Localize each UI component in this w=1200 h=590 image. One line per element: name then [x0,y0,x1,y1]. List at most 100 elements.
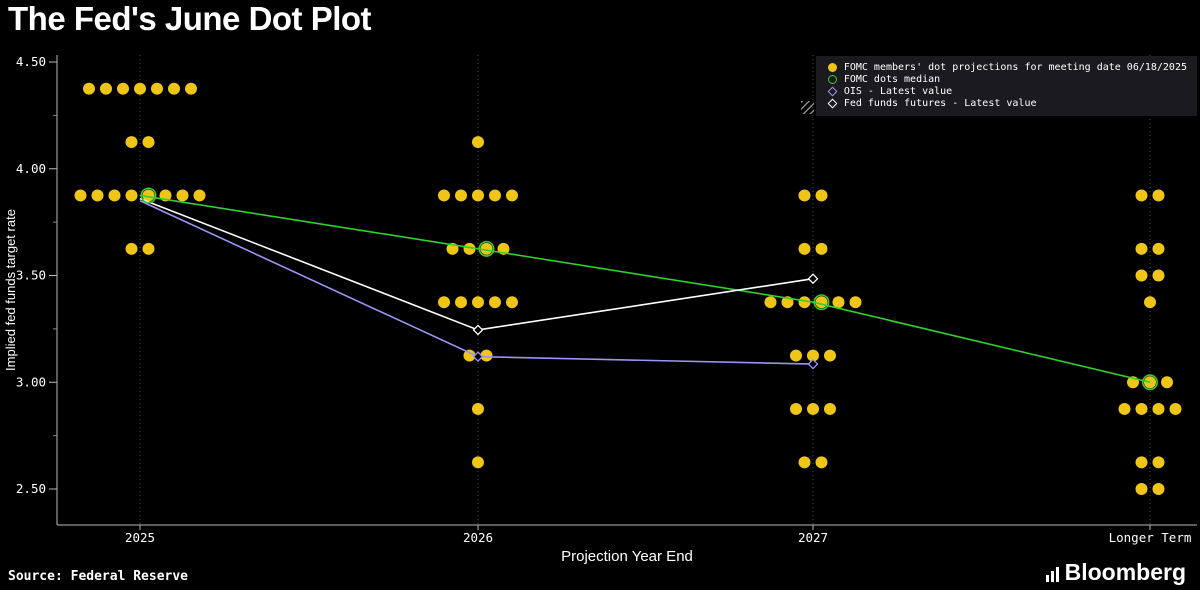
bloomberg-wordmark: Bloomberg [1064,559,1186,585]
fomc-dot [815,242,828,255]
fomc-dot [176,189,189,202]
fomc-dot [1152,189,1165,202]
y-tick-label: 3.50 [16,268,46,283]
fomc-dot [455,296,467,309]
fomc-dot [463,349,476,362]
fomc-dot [798,456,811,469]
legend-label: FOMC dots median [843,74,941,85]
fomc-dot [489,189,501,202]
fomc-dot [807,349,819,362]
fomc-dot [790,402,802,415]
y-axis-title: Implied fed funds target rate [3,209,18,371]
x-tick-label: 2027 [798,530,828,545]
fomc-dot [125,242,138,255]
fomc-dot [1135,269,1148,282]
fomc-dot [142,189,155,202]
fomc-dot [1169,402,1182,415]
series-line-fomc-dots-median [139,194,1151,384]
bloomberg-bar [1055,567,1059,582]
fomc-dot [193,189,206,202]
fomc-dot [489,296,501,309]
y-tick-label: 4.00 [16,161,46,176]
legend-item: Fed funds futures - Latest value [827,98,1187,109]
median-marker [140,187,157,204]
fomc-dot [798,189,811,202]
fomc-dot [1152,483,1165,495]
source-credit: Source: Federal Reserve [8,569,189,584]
fomc-dot [185,82,197,95]
fomc-dot [849,296,862,309]
fomc-dot [142,136,155,149]
fomc-dot [472,456,484,469]
fomc-dot [1152,269,1165,282]
fomc-dot [438,296,450,309]
legend-label: FOMC members' dot projections for meetin… [843,62,1187,73]
fomc-dot [480,242,493,255]
fomc-dot [824,349,836,362]
fomc-dot [798,296,811,309]
legend-label: Fed funds futures - Latest value [843,98,1037,109]
fomc-dot [74,189,87,202]
chart-title: The Fed's June Dot Plot [8,0,372,37]
fomc-dot [832,296,845,309]
fomc-dot [455,189,467,202]
circle-marker-icon [827,75,837,84]
fomc-dot [764,296,777,309]
fomc-dot [472,402,484,415]
fomc-dot [506,189,518,202]
legend: FOMC members' dot projections for meetin… [800,56,1197,116]
fomc-dot [1135,402,1148,415]
latest-value-marker-fed-funds-futures-latest-value [807,273,819,285]
fomc-dot [168,82,180,95]
fomc-dot [815,296,828,309]
series-line-fed-funds-futures-latest-value [139,197,814,331]
dot-marker-icon [827,63,837,72]
fomc-dot [1152,456,1165,469]
fomc-dot [472,189,484,202]
median-marker [478,240,495,257]
fomc-dot [1152,242,1165,255]
fomc-dot [815,189,828,202]
latest-value-marker-fed-funds-futures-latest-value [472,324,484,336]
fomc-dot [134,82,146,95]
bloomberg-bar [1050,571,1054,582]
fomc-dot [125,189,138,202]
median-marker [1142,374,1159,391]
series-line-ois-latest-value [139,200,814,365]
x-tick-label: Longer Term [1109,530,1192,545]
fomc-dot [1144,296,1156,309]
fomc-dot [1161,376,1173,389]
legend-item: FOMC members' dot projections for meetin… [827,62,1187,73]
fomc-dot [472,296,484,309]
bloomberg-bar [1045,575,1049,582]
y-tick-label: 3.00 [16,374,46,389]
fomc-dot [438,189,450,202]
fomc-dot [100,82,112,95]
x-axis-title: Projection Year End [561,548,693,565]
fomc-dot [108,189,121,202]
latest-value-marker-ois-latest-value [807,358,819,370]
fomc-dot [798,242,811,255]
fomc-dot [142,242,155,255]
fomc-dot [125,136,138,149]
legend-hatch-icon [800,101,814,114]
diamond-marker-icon [827,86,838,97]
y-tick-label: 4.50 [16,54,46,69]
median-marker [813,294,830,311]
fomc-dot [83,82,95,95]
diamond-marker-icon [827,98,838,109]
fomc-dot [463,242,476,255]
fomc-dot [506,296,518,309]
legend-item: FOMC dots median [827,74,1187,85]
fomc-dot [1135,189,1148,202]
fomc-dot [480,349,493,362]
fomc-dot [807,402,819,415]
bloomberg-chart-icon [1045,566,1059,582]
fomc-dot [151,82,163,95]
x-tick-label: 2025 [125,530,155,545]
fomc-dot [91,189,104,202]
legend-item: OIS - Latest value [827,86,1187,97]
fomc-dot [815,456,828,469]
y-tick-label: 2.50 [16,481,46,496]
